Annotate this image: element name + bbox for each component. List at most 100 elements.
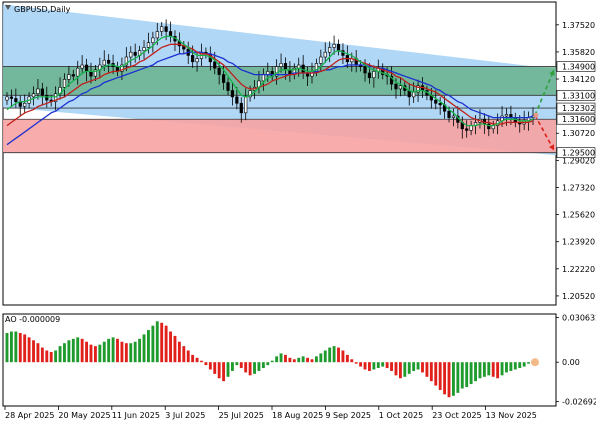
ao-bar-99: [443, 362, 447, 395]
ao-bar-54: [244, 362, 248, 373]
candle-body-74: [332, 43, 336, 48]
price-tick-label-10: 1.20520: [562, 292, 595, 301]
ao-bar-110: [491, 362, 495, 377]
ao-bar-35: [160, 322, 164, 363]
x-tick-label-6: 9 Sep 2025: [325, 411, 371, 420]
candle-body-20: [93, 69, 98, 77]
candle-body-37: [168, 31, 173, 37]
candle-body-100: [447, 110, 451, 118]
ao-bar-1: [9, 331, 13, 363]
ao-bar-9: [45, 350, 49, 363]
ao-bar-18: [85, 341, 88, 363]
candle-body-8: [40, 88, 44, 96]
ao-bar-84: [376, 362, 380, 369]
candle-body-63: [283, 63, 288, 71]
ao-bar-14: [67, 340, 71, 363]
candle-body-7: [36, 88, 40, 94]
ao-bar-12: [58, 346, 62, 363]
candle-body-58: [261, 74, 265, 82]
level-tag-1: [556, 89, 596, 101]
ao-last-marker: [531, 358, 539, 367]
candle-body-28: [129, 51, 133, 58]
candle-body-53: [239, 102, 243, 114]
candle-body-42: [191, 55, 195, 63]
ao-bar-104: [465, 362, 469, 388]
candle-body-9: [45, 94, 49, 101]
candle-body-71: [319, 56, 323, 64]
ao-bar-109: [487, 362, 491, 376]
candle-body-109: [487, 123, 491, 130]
ao-bar-43: [195, 357, 199, 363]
ao-bar-11: [54, 350, 58, 363]
level-tag-4: [556, 147, 596, 159]
ao-bar-8: [40, 347, 44, 363]
candle-body-54: [244, 96, 248, 114]
ao-bar-85: [381, 362, 385, 367]
ao-bar-24: [111, 337, 115, 363]
ao-bar-103: [460, 362, 464, 389]
ao-bar-82: [368, 362, 371, 371]
ao-bar-61: [275, 356, 279, 363]
ao-bar-112: [500, 362, 504, 376]
ao-bar-6: [32, 340, 35, 363]
ao-bar-60: [270, 360, 274, 363]
forecast-arrowhead-down: [548, 144, 555, 151]
ao-bar-21: [98, 344, 102, 363]
candle-body-33: [151, 37, 155, 43]
forecast-arrow-up: [534, 69, 555, 116]
ao-bar-115: [513, 362, 517, 370]
candle-body-1: [9, 96, 14, 99]
candle-body-26: [120, 64, 124, 72]
price-tick-label-5: 1.29020: [562, 156, 595, 165]
ao-tick-label-1: 0.00: [562, 358, 580, 367]
ao-bar-44: [200, 360, 203, 363]
x-tick-label-8: 23 Oct 2025: [432, 411, 481, 420]
ao-bar-38: [173, 335, 177, 363]
ao-bar-65: [292, 359, 296, 363]
ao-bar-79: [354, 362, 358, 364]
ao-bar-116: [518, 362, 522, 369]
ao-bar-90: [403, 362, 407, 377]
ao-bar-81: [363, 362, 367, 370]
ao-bar-0: [5, 332, 9, 363]
level-label-1: 1.33100: [562, 91, 595, 100]
ao-bar-26: [120, 341, 124, 363]
candle-body-19: [89, 71, 93, 77]
ao-bar-3: [18, 332, 22, 363]
ao-bar-70: [314, 356, 318, 363]
ao-bar-94: [421, 362, 424, 373]
candle-body-14: [67, 74, 71, 80]
candle-body-101: [451, 115, 456, 118]
candle-body-34: [155, 31, 159, 39]
ao-bar-93: [416, 362, 420, 370]
ma-fast-line: [6, 35, 534, 127]
ao-bar-53: [239, 362, 243, 369]
ao-bar-108: [482, 362, 486, 377]
ao-bar-73: [328, 347, 332, 363]
x-tick-label-2: 11 Jun 2025: [112, 411, 160, 420]
ao-bar-28: [129, 343, 133, 363]
ao-bar-25: [116, 338, 119, 363]
ao-bar-50: [226, 362, 230, 377]
ao-bar-42: [191, 354, 195, 363]
symbol-dropdown-icon: [5, 5, 11, 10]
candle-body-113: [504, 114, 509, 117]
ao-bar-10: [49, 351, 53, 363]
ao-bar-69: [310, 359, 314, 363]
axes: 1.375201.358201.341201.324201.307201.290…: [4, 5, 596, 420]
candle-body-83: [372, 71, 376, 79]
ao-bar-13: [63, 343, 66, 363]
ao-bar-78: [350, 359, 354, 363]
candle-body-50: [226, 82, 230, 91]
ao-bar-64: [288, 357, 292, 363]
forecast-arrowhead-up: [549, 69, 555, 76]
ao-bar-96: [429, 362, 433, 382]
candle-body-13: [62, 79, 67, 88]
ao-bar-86: [385, 362, 389, 369]
ao-bar-40: [182, 346, 186, 363]
ao-bar-49: [222, 362, 226, 382]
ao-bar-106: [474, 362, 477, 382]
candle-body-89: [398, 85, 402, 90]
price-tick-label-7: 1.25620: [562, 211, 595, 220]
